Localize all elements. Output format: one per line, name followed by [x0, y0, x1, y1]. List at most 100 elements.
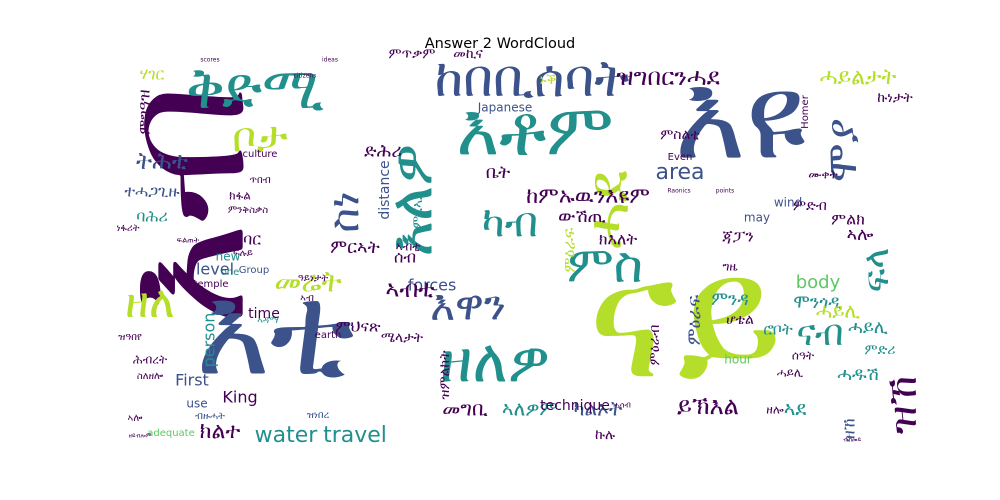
word-77: ምዕራፍ: [560, 227, 579, 272]
word-88: ዝዓበየ: [118, 332, 142, 343]
word-44: ኣሎ: [847, 224, 874, 245]
word-54: ኣለዎም: [502, 397, 558, 421]
word-79: ሃገር: [140, 65, 165, 84]
word-11: እለዎ: [377, 143, 447, 256]
word-94: ብዙሓት: [195, 411, 225, 422]
word-15: እዋን: [430, 281, 506, 330]
word-water: water: [255, 423, 319, 448]
word-citizens: citizens: [294, 73, 317, 80]
word-62: ሆቴል: [726, 312, 754, 328]
word-63: ምድሪ: [865, 342, 896, 358]
word-93: ኣብ: [300, 293, 314, 304]
word-new: new: [216, 250, 241, 264]
word-90: ኣዳማ: [257, 315, 279, 326]
word-even: Even: [668, 152, 693, 163]
word-6: ቅድሚ: [186, 54, 324, 122]
word-ideas: ideas: [322, 57, 338, 64]
word-49: ምርኣት: [330, 237, 379, 258]
word-4: እዩ: [674, 48, 805, 187]
word-travel: travel: [323, 423, 387, 448]
word-hour: hour: [724, 353, 752, 367]
word-75: ፍሉይ: [233, 248, 253, 259]
word-45: ቤት: [486, 162, 511, 183]
word-48: ክእለት: [599, 230, 638, 249]
word-3: እቲ: [196, 259, 355, 404]
word-59: ኩሉ: [595, 427, 615, 443]
word-homer: Homer: [800, 94, 811, 129]
word-time: time: [248, 306, 280, 322]
word-9: ሓደ: [574, 170, 642, 249]
word-king: King: [222, 388, 257, 407]
word-14: ካብ: [482, 198, 538, 247]
word-body: body: [796, 272, 841, 293]
word-73: ምድብ: [793, 198, 827, 214]
word-first: First: [175, 371, 209, 390]
word-2: ናይ: [588, 219, 783, 417]
word-17: ዝኸ: [880, 376, 926, 434]
word-technique: technique: [540, 398, 610, 414]
word-23: ሓይልታት: [820, 65, 897, 90]
word-use: use: [186, 397, 207, 411]
word-22: ዝግበርንሓደ: [616, 63, 719, 91]
word-122: ፍልጠት: [177, 236, 200, 245]
word-10: ምስ: [567, 236, 643, 294]
word-89: ስለዘሎ: [137, 371, 163, 382]
word-50: ሰብ: [394, 248, 416, 267]
word-65: ዘሎ: [766, 403, 784, 417]
word-57: ኣደ: [784, 397, 807, 421]
word-1: እብ: [82, 84, 285, 327]
word-52: ክልተ: [200, 419, 241, 444]
word-87: ሕብረት: [133, 353, 167, 367]
word-raonics: Raonics: [667, 188, 690, 195]
word-temple: temple: [193, 279, 228, 290]
word-japanese: Japanese: [477, 101, 533, 115]
word-39: ሓይሊ: [848, 317, 888, 338]
word-66: ግዜ: [722, 260, 738, 274]
word-wind: wind: [774, 196, 802, 210]
word-46: ውሽጢ: [558, 206, 606, 227]
word-group: Group: [239, 265, 269, 276]
word-19: ፍላ: [856, 248, 897, 293]
word-64: ዝኸ: [840, 418, 859, 441]
word-76: ምርኣይ: [410, 191, 426, 229]
word-20: ዘለ: [125, 277, 175, 328]
word-person: person: [200, 313, 219, 368]
word-58: ምዕራብ: [647, 325, 663, 366]
word-82: ባሕሪ: [136, 207, 168, 226]
word-37: ሮቦት: [763, 320, 793, 339]
word-38: ሓዱሽ: [837, 364, 879, 385]
word-47: ድሕሪ: [364, 141, 402, 162]
word-41: ምልክ: [831, 210, 865, 229]
word-28: ትሕቲ: [136, 147, 188, 175]
figure-title: Answer 2 WordCloud: [424, 36, 576, 52]
word-13: ቦታ: [232, 113, 288, 162]
word-scores: scores: [200, 57, 219, 64]
word-97: ኣብቲ: [396, 240, 421, 254]
word-29: ምጥቃም: [388, 45, 435, 62]
word-81: ተሓጋጊዙ: [124, 182, 180, 201]
word-83: ነፋሪት: [117, 223, 140, 234]
word-culture: culture: [243, 149, 278, 160]
word-points: points: [716, 188, 734, 195]
word-earth: earth: [315, 330, 342, 341]
word-84: ምግባር: [219, 230, 261, 249]
word-12: ስነ: [320, 191, 369, 232]
word-61: ጃፓን: [722, 227, 754, 246]
word-78: ምስልቲ: [660, 127, 700, 143]
word-21: ናብ: [796, 313, 843, 354]
word-74: ሙቀት: [808, 168, 837, 182]
word-85: ሓይሊ: [777, 366, 804, 380]
word-5: እቶም: [456, 88, 613, 172]
word-8: ዘለዎ: [440, 327, 550, 397]
word-32: ምንዳ: [711, 289, 749, 310]
word-86: ክፋል: [229, 189, 251, 203]
word-7: ከበቢሰባት: [435, 49, 630, 109]
word-adequate: adequate: [147, 428, 195, 439]
word-24: ከምኡዉንእዩም: [526, 184, 650, 209]
word-31: ኩነታት: [877, 90, 913, 106]
word-area: area: [655, 160, 704, 185]
word-68: ሓይሊ: [816, 299, 861, 323]
word-18: መሬት: [274, 265, 342, 300]
